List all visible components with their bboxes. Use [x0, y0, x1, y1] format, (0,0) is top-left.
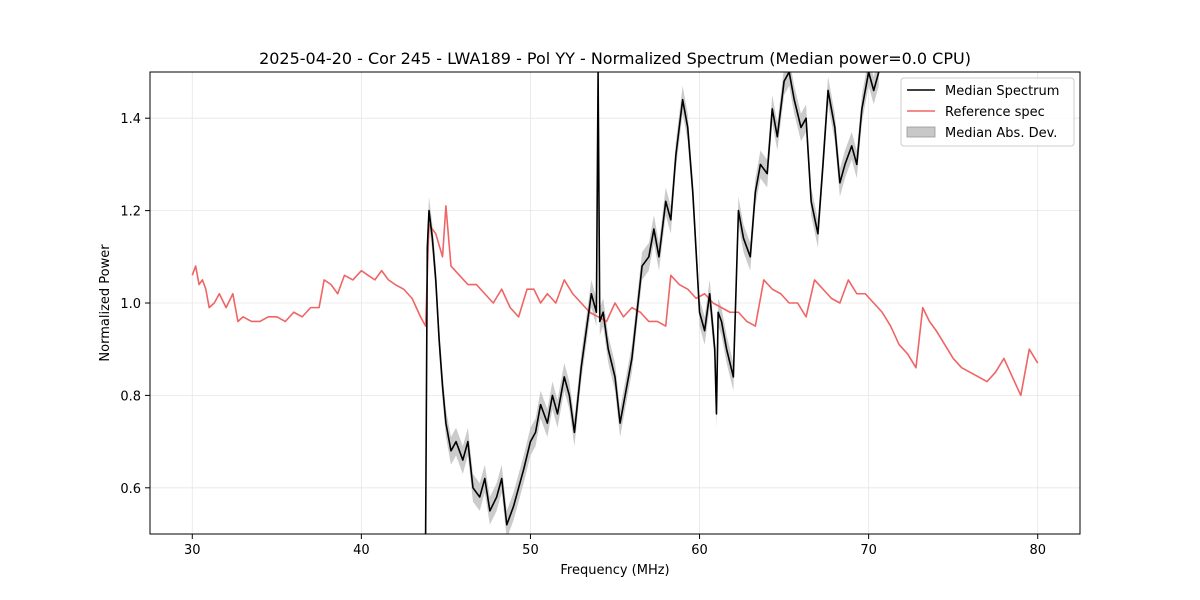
y-tick-label: 1.4 [120, 112, 141, 127]
legend-label-median: Median Spectrum [945, 84, 1059, 99]
y-axis: 0.6 0.8 1.0 1.2 1.4 [120, 112, 150, 497]
x-axis-label: Frequency (MHz) [560, 563, 669, 578]
x-tick-label: 80 [1029, 543, 1046, 558]
median-abs-dev-band [425, 72, 879, 534]
x-tick-label: 60 [691, 543, 708, 558]
x-tick-label: 50 [522, 543, 539, 558]
x-tick-label: 70 [860, 543, 877, 558]
legend: Median Spectrum Reference spec Median Ab… [900, 77, 1075, 147]
plot-area [191, 72, 1039, 534]
x-axis: 30 40 50 60 70 80 [184, 534, 1046, 558]
y-tick-label: 1.0 [120, 297, 141, 312]
legend-box [900, 77, 1075, 147]
median-spectrum-line [424, 72, 880, 534]
y-tick-label: 0.6 [120, 482, 141, 497]
chart-title: 2025-04-20 - Cor 245 - LWA189 - Pol YY -… [259, 49, 971, 68]
y-tick-label: 1.2 [120, 205, 141, 220]
x-tick-label: 40 [353, 543, 370, 558]
legend-label-reference: Reference spec [945, 105, 1045, 120]
legend-label-mad: Median Abs. Dev. [945, 126, 1057, 141]
x-tick-label: 30 [184, 543, 201, 558]
y-tick-label: 0.8 [120, 389, 141, 404]
y-axis-label: Normalized Power [98, 244, 113, 362]
legend-swatch-mad [906, 126, 936, 138]
reference-spec-line [191, 205, 1039, 397]
